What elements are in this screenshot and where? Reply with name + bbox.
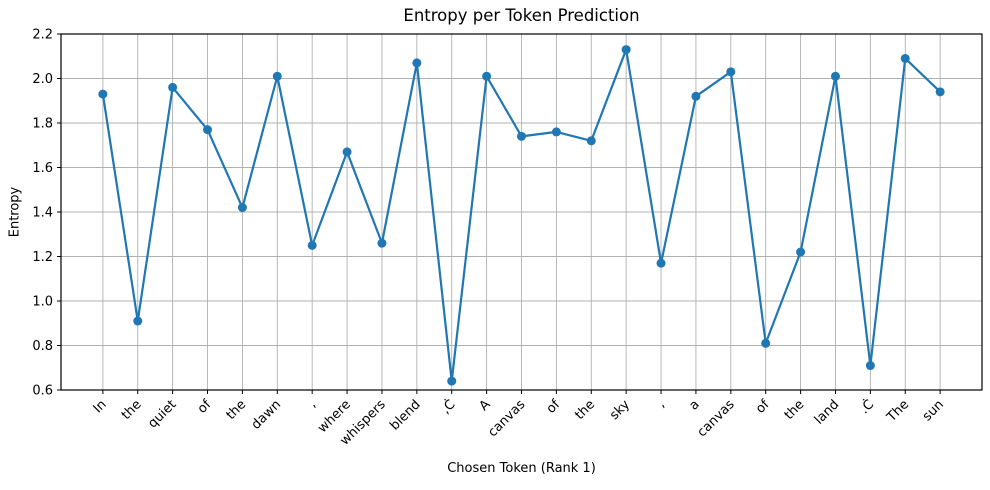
data-point bbox=[203, 125, 213, 135]
data-point bbox=[551, 127, 561, 137]
x-tick-label: sun bbox=[920, 397, 947, 424]
data-point bbox=[796, 247, 806, 257]
x-tick-label: of bbox=[544, 397, 564, 417]
x-tick-label: the bbox=[572, 397, 598, 423]
x-tick-label: dawn bbox=[249, 397, 284, 432]
x-tick-label: a bbox=[687, 397, 703, 413]
y-tick-label: 1.6 bbox=[32, 161, 53, 176]
y-tick-label: 0.6 bbox=[32, 384, 53, 399]
x-tick-label: quiet bbox=[145, 397, 179, 431]
x-tick-label: of bbox=[195, 397, 215, 417]
data-point bbox=[133, 316, 143, 326]
x-tick-label: the bbox=[119, 397, 145, 423]
y-tick-label: 2.0 bbox=[32, 72, 53, 87]
data-point bbox=[98, 89, 108, 99]
data-point bbox=[865, 361, 875, 371]
y-tick-label: 0.8 bbox=[32, 339, 53, 354]
x-tick-label: In bbox=[91, 397, 110, 416]
data-point bbox=[900, 53, 910, 63]
x-tick-label: blend bbox=[387, 397, 423, 433]
x-tick-label: , bbox=[654, 397, 668, 411]
data-point bbox=[830, 71, 840, 81]
x-tick-label: sky bbox=[607, 397, 633, 423]
y-tick-label: 1.2 bbox=[32, 250, 53, 265]
data-point bbox=[272, 71, 282, 81]
x-tick-label: of bbox=[753, 397, 773, 417]
data-point bbox=[482, 71, 492, 81]
data-point bbox=[237, 203, 247, 213]
data-point bbox=[586, 136, 596, 146]
data-point bbox=[517, 131, 526, 141]
data-point bbox=[168, 82, 178, 92]
x-tick-label: ,Ċ bbox=[437, 396, 458, 417]
data-point bbox=[621, 45, 631, 55]
data-point bbox=[656, 258, 666, 268]
data-point bbox=[761, 338, 771, 348]
x-tick-label: canvas bbox=[695, 397, 738, 440]
data-point bbox=[377, 238, 387, 248]
data-point bbox=[307, 240, 317, 250]
data-point bbox=[691, 91, 701, 101]
x-tick-label: , bbox=[305, 397, 319, 411]
data-point bbox=[935, 87, 945, 97]
y-tick-label: 1.8 bbox=[32, 117, 53, 132]
y-tick-label: 1.4 bbox=[32, 206, 53, 221]
x-tick-label: land bbox=[812, 397, 842, 427]
y-tick-label: 2.2 bbox=[32, 28, 53, 43]
x-tick-label: canvas bbox=[485, 397, 528, 440]
data-point bbox=[726, 67, 736, 77]
x-tick-label: the bbox=[782, 397, 808, 423]
y-tick-label: 1.0 bbox=[32, 295, 53, 310]
chart-title: Entropy per Token Prediction bbox=[403, 6, 640, 25]
x-tick-label: .Ċ bbox=[856, 396, 877, 417]
data-point bbox=[447, 376, 457, 386]
x-tick-label: A bbox=[477, 397, 494, 414]
x-tick-label: The bbox=[884, 397, 912, 425]
y-axis-label: Entropy bbox=[7, 186, 23, 238]
x-axis-label: Chosen Token (Rank 1) bbox=[447, 461, 596, 476]
data-point bbox=[342, 147, 352, 157]
data-point bbox=[412, 58, 422, 68]
x-tick-label: the bbox=[224, 397, 250, 423]
